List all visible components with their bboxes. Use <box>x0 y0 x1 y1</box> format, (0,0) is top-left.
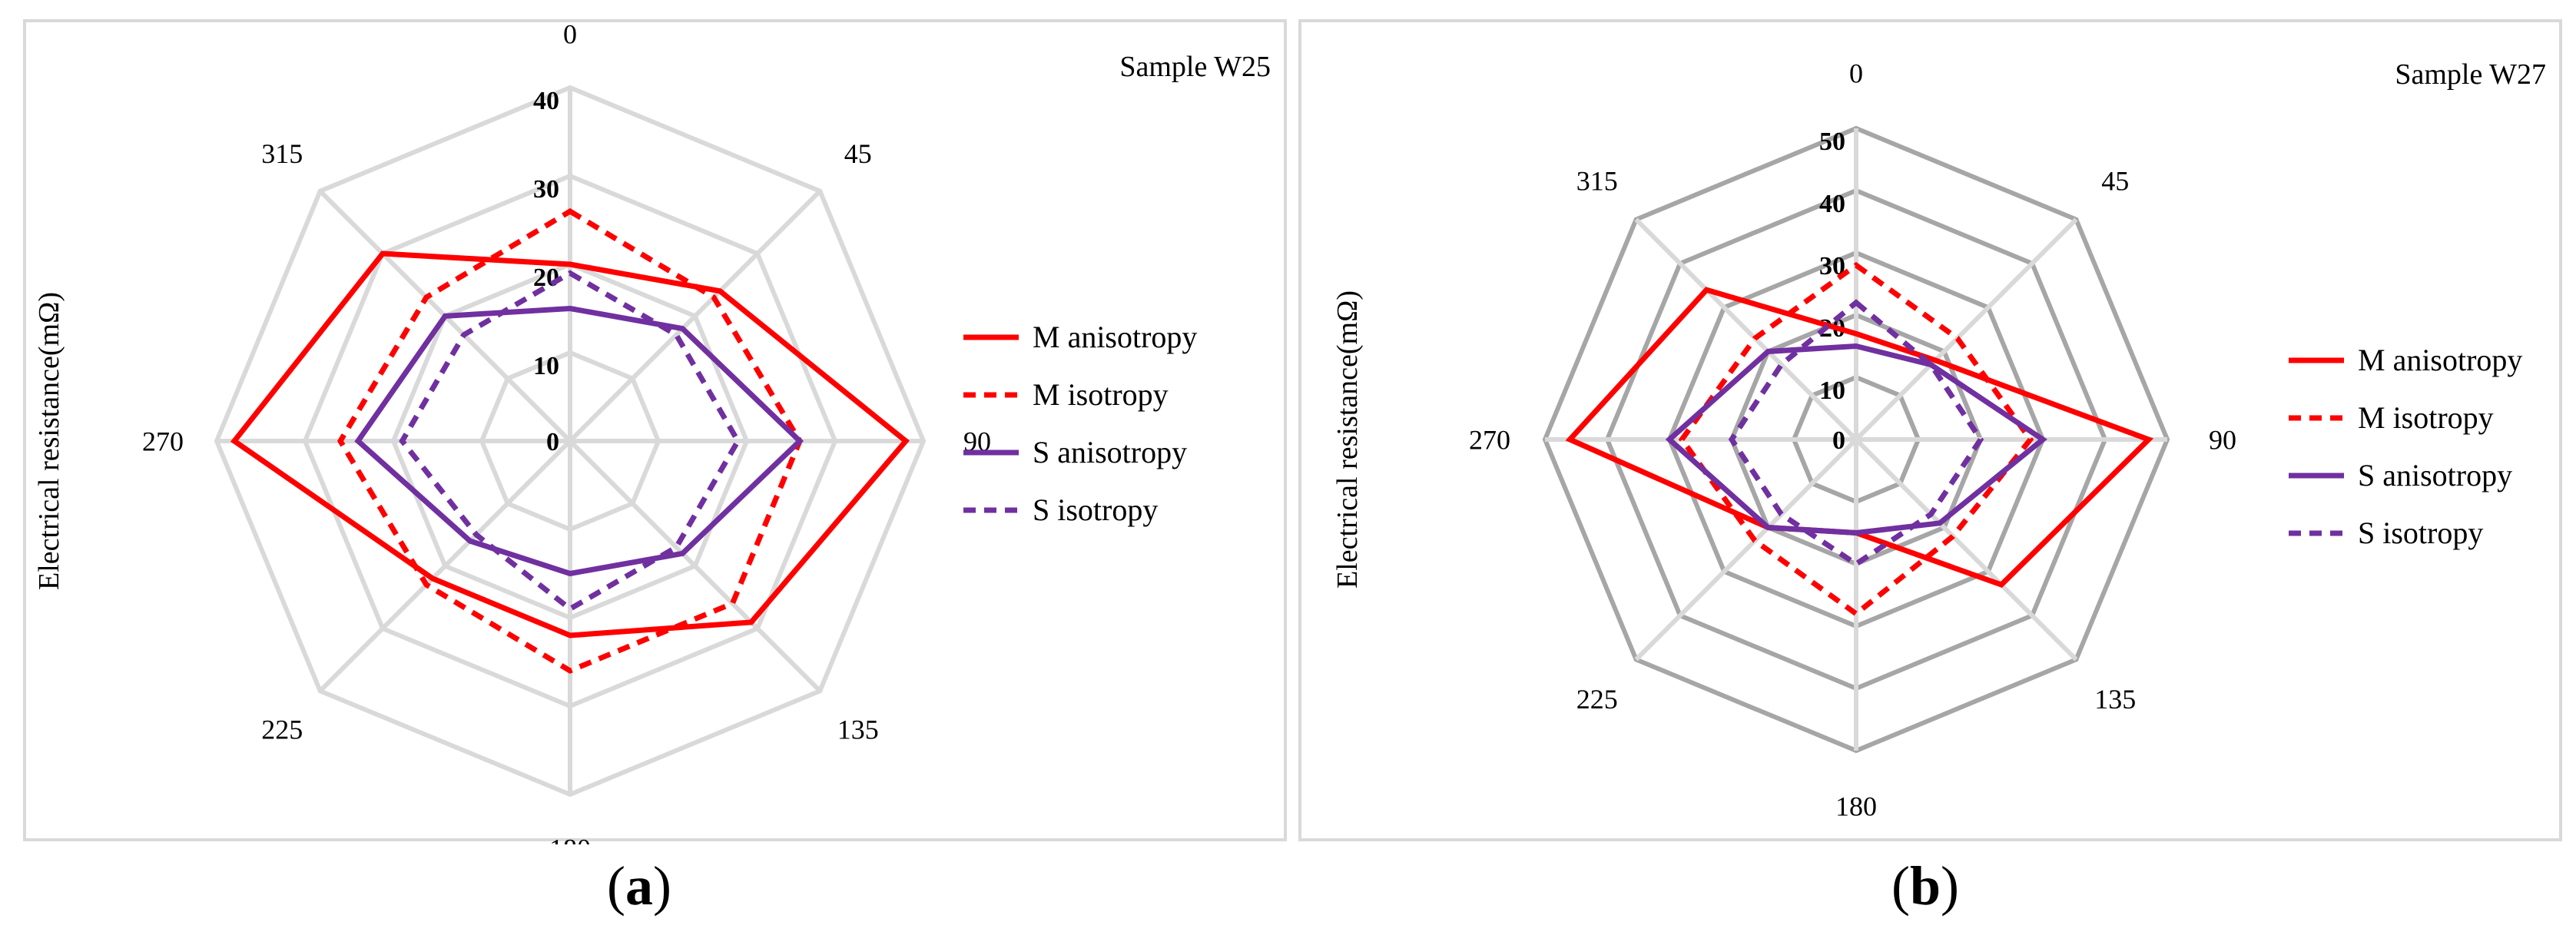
angle-label-315: 315 <box>1576 165 1618 196</box>
angle-label-225: 225 <box>1576 684 1618 715</box>
radial-tick-label: 0 <box>546 428 559 456</box>
chart-panel-a: 01020304004590135180225270315Sample W25E… <box>23 19 1287 844</box>
series-m-isotropy <box>337 207 803 674</box>
radial-tick-label: 40 <box>1819 190 1845 218</box>
spoke-315 <box>1634 217 1858 442</box>
chart-panel-b: 0 10 20 30 40 50 0 45 90 135 180 225 270 315 Sample W2… <box>1298 19 2562 841</box>
legend-label-s-isotropy: S isotropy <box>1033 493 1158 527</box>
legend-label-s-anisotropy: S anisotropy <box>1033 435 1187 469</box>
spoke-45 <box>1854 217 2078 442</box>
spoke-135 <box>568 439 822 693</box>
angle-label-90: 90 <box>2209 425 2236 456</box>
spoke-45 <box>568 189 822 443</box>
chart-title: Sample W25 <box>1119 51 1271 83</box>
radial-tick-label: 50 <box>1819 128 1845 156</box>
angle-label-270: 270 <box>1469 425 1510 456</box>
radial-tick-label: 40 <box>533 87 559 115</box>
angle-label-135: 135 <box>837 714 879 745</box>
angle-label-0: 0 <box>1849 58 1863 89</box>
y-axis-label: Electrical resistance(mΩ) <box>33 292 65 590</box>
chart-title: Sample W27 <box>2395 58 2546 91</box>
angle-label-180: 180 <box>549 834 591 844</box>
spoke-225 <box>1634 437 1858 662</box>
angle-label-180: 180 <box>1835 791 1877 822</box>
angle-label-45: 45 <box>844 138 872 169</box>
angle-label-135: 135 <box>2094 684 2136 715</box>
legend-label-s-anisotropy: S anisotropy <box>2358 458 2512 493</box>
radial-tick-label: 10 <box>1819 376 1845 405</box>
y-axis-label: Electrical resistance(mΩ) <box>1331 290 1364 589</box>
angle-label-225: 225 <box>261 714 303 745</box>
legend-label-m-anisotropy: M anisotropy <box>2358 343 2522 377</box>
series-m-anisotropy <box>230 250 910 638</box>
angle-label-0: 0 <box>563 22 577 50</box>
legend-label-m-isotropy: M isotropy <box>2358 400 2494 435</box>
spoke-225 <box>318 439 572 693</box>
series-s-isotropy <box>399 270 741 612</box>
caption-b: (b) <box>1891 855 1960 917</box>
radial-tick-label: 10 <box>533 352 559 380</box>
series-s-isotropy <box>1728 299 1984 568</box>
caption-b-label: b <box>1909 855 1941 917</box>
series-m-isotropy <box>1678 261 2034 618</box>
radar-chart-a: 01020304004590135180225270315Sample W25E… <box>33 22 1271 844</box>
radial-tick-label: 0 <box>1832 426 1845 455</box>
spoke-135 <box>1854 437 2078 662</box>
radial-tick-label: 20 <box>533 264 559 292</box>
legend-label-m-isotropy: M isotropy <box>1033 377 1169 412</box>
legend-label-s-isotropy: S isotropy <box>2358 516 2483 550</box>
series-s-anisotropy <box>354 305 804 577</box>
legend-label-m-anisotropy: M anisotropy <box>1033 320 1197 354</box>
caption-a: (a) <box>607 855 671 917</box>
radial-tick-label: 30 <box>533 175 559 204</box>
caption-a-label: a <box>625 855 653 917</box>
series-s-anisotropy <box>1665 343 2047 536</box>
angle-label-315: 315 <box>261 138 303 169</box>
angle-label-270: 270 <box>142 426 184 457</box>
angle-label-45: 45 <box>2101 165 2129 196</box>
